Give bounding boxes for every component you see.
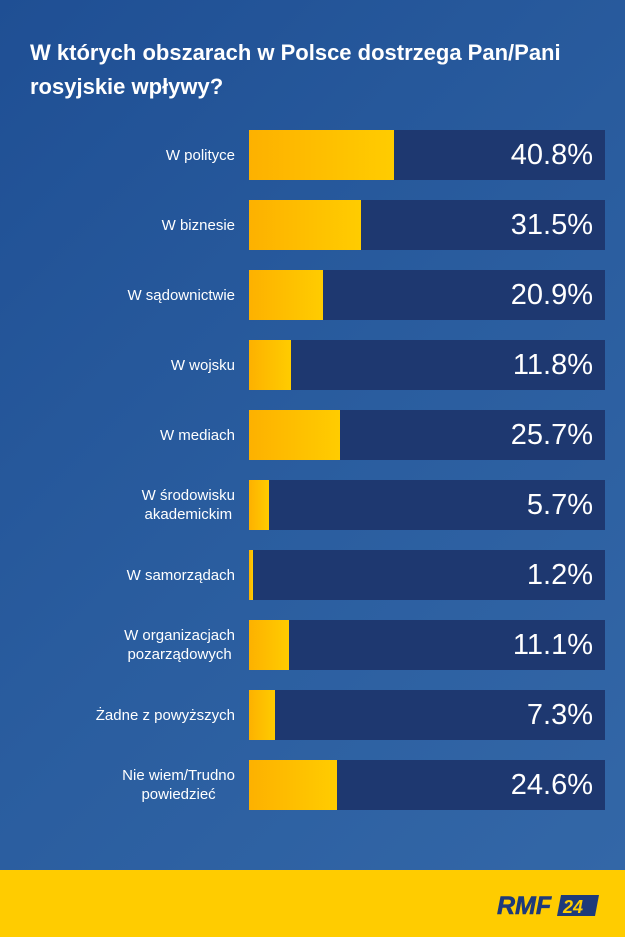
bar-row: W wojsku 11.8% [0,340,625,390]
category-label-line: W polityce [165,146,235,164]
value-label: 11.1% [512,629,593,661]
svg-text:RMF: RMF [497,892,552,918]
value-label: 1.2% [526,559,593,591]
category-label-line: W środowisku [141,487,235,504]
bar-track: 1.2% [249,550,605,600]
bar [249,410,341,460]
bar [249,480,270,530]
footer: RMF 24 [0,870,625,937]
value-label: 11.8% [512,349,593,381]
category-label: W sądownictwie [15,270,235,320]
category-label: W biznesie [15,200,235,250]
bar-row: W sądownictwie 20.9% [0,270,625,320]
bar [249,690,275,740]
bar-track: 7.3% [249,690,605,740]
category-label: Nie wiem/Trudno powiedzieć [15,760,235,810]
bar-row: W organizacjach pozarządowych 11.1% [0,620,625,670]
value-label: 5.7% [526,489,593,521]
category-label: W samorządach [15,550,235,600]
value-label: 25.7% [510,419,593,451]
bar-row: W biznesie 31.5% [0,200,625,250]
category-label-line: W biznesie [161,216,235,234]
bar [249,620,289,670]
bar-row: W polityce 40.8% [0,130,625,180]
category-label-line: W wojsku [170,356,235,374]
category-label-line: Żadne z powyższych [95,706,235,724]
category-label-line: akademickim [144,506,233,523]
bar-track: 31.5% [249,200,605,250]
category-label: W organizacjach pozarządowych [15,620,235,670]
value-label: 20.9% [510,279,593,311]
bar-track: 11.1% [249,620,605,670]
category-label-line: powiedzieć [141,786,216,803]
bar-track: 25.7% [249,410,605,460]
category-label: W wojsku [15,340,235,390]
category-label: W mediach [15,410,235,460]
bar-track: 11.8% [249,340,605,390]
category-label: Żadne z powyższych [15,690,235,740]
category-label-line: W samorządach [126,566,235,584]
category-label: W środowisku akademickim [15,480,235,530]
value-label: 31.5% [510,209,593,241]
category-label-line: pozarządowych [127,646,232,663]
value-label: 40.8% [510,139,593,171]
bar-row: W samorządach 1.2% [0,550,625,600]
bar [249,340,291,390]
bar [249,550,254,600]
value-label: 7.3% [526,699,593,731]
category-label-line: W mediach [159,426,235,444]
category-label-line: Nie wiem/Trudno [122,767,235,784]
bar-row: W mediach 25.7% [0,410,625,460]
chart-title: W których obszarach w Polsce dostrzega P… [30,40,561,99]
rmf24-logo: RMF 24 [497,892,599,918]
bar-row: Żadne z powyższych 7.3% [0,690,625,740]
bar-track: 20.9% [249,270,605,320]
bar [249,130,395,180]
bar-track: 40.8% [249,130,605,180]
bar-row: Nie wiem/Trudno powiedzieć 24.6% [0,760,625,810]
bar [249,200,362,250]
bar [249,760,337,810]
bar-row: W środowisku akademickim 5.7% [0,480,625,530]
bar-track: 24.6% [249,760,605,810]
category-label-line: W organizacjach [124,627,235,644]
bar [249,270,324,320]
svg-text:24: 24 [562,897,583,917]
value-label: 24.6% [510,769,593,801]
category-label-line: W sądownictwie [127,286,235,304]
bar-track: 5.7% [249,480,605,530]
category-label: W polityce [15,130,235,180]
